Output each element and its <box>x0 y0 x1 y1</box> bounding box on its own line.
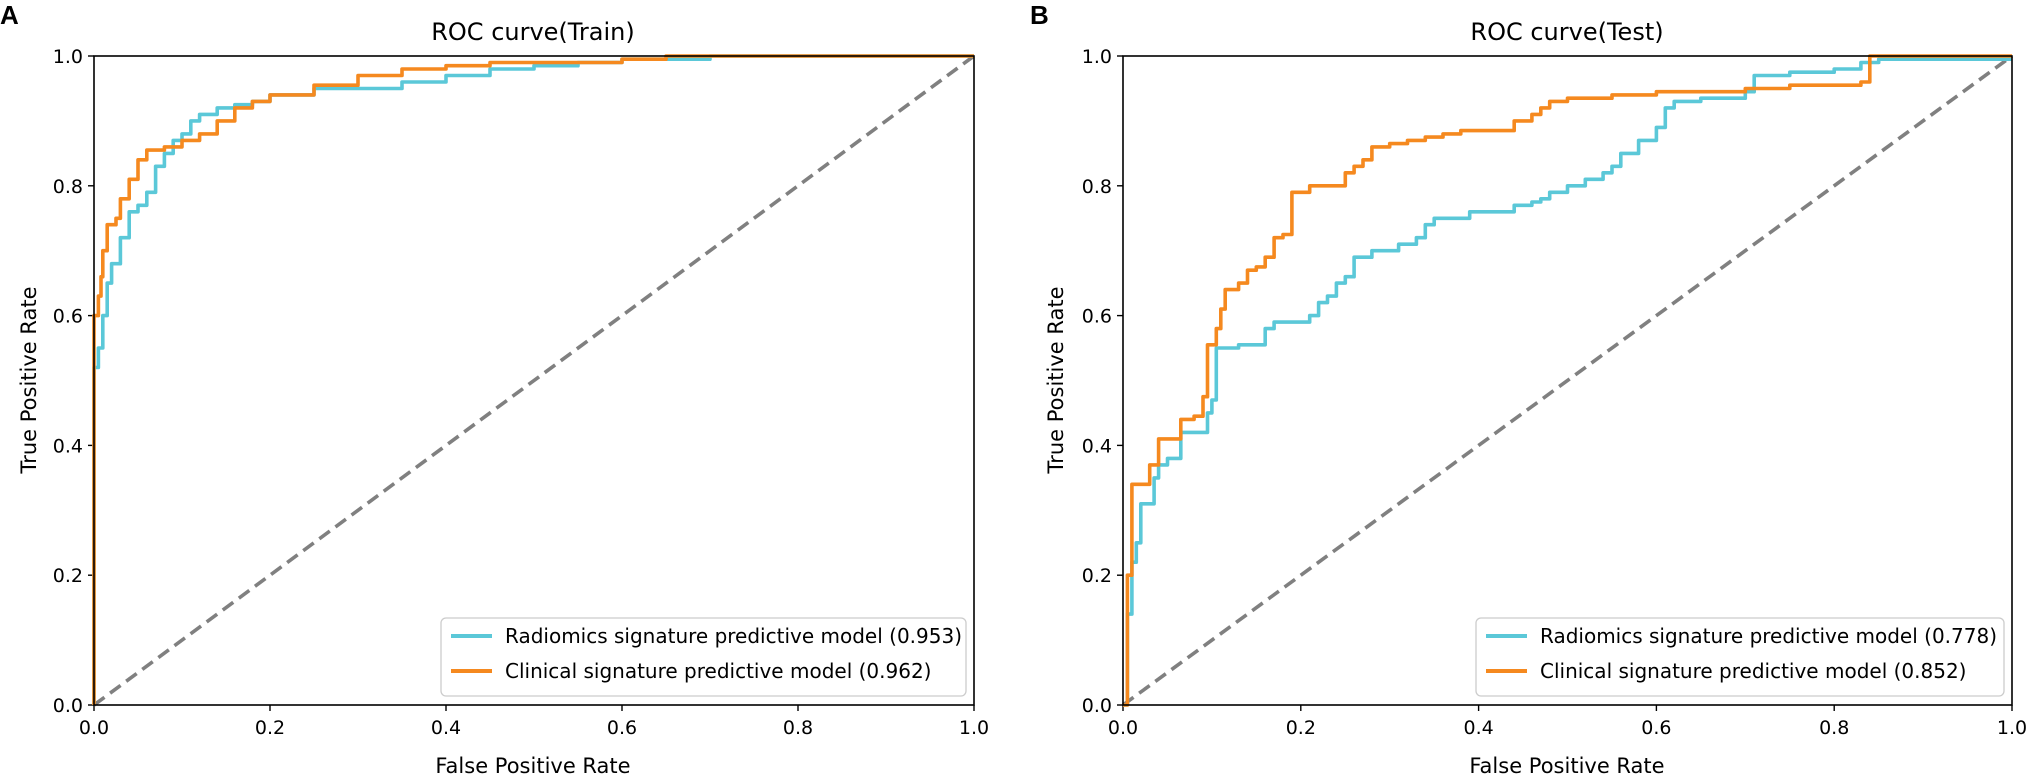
axis-ticks: 0.0 0.2 0.4 0.6 0.8 1.0 0.0 0.2 0.4 0.6 0.8 1.0 <box>53 46 989 739</box>
chance-diagonal-line <box>1121 54 2014 707</box>
series-line-clinical <box>92 54 974 705</box>
y-tick-label: 0.8 <box>1082 176 1112 198</box>
plot-frame <box>1122 55 2013 706</box>
x-tick-label: 0.2 <box>1286 717 1316 739</box>
legend-entry-clinical: Clinical signature predictive model (0.9… <box>505 659 931 683</box>
x-tick-label: 0.6 <box>607 717 637 739</box>
y-axis-label: True Positive Rate <box>1044 286 1068 474</box>
y-tick-label: 0.6 <box>53 306 83 328</box>
plot-frame <box>93 55 975 706</box>
y-tick-label: 1.0 <box>1082 46 1112 68</box>
x-axis-label: False Positive Rate <box>1469 754 1664 775</box>
y-tick-label: 0.2 <box>1082 565 1112 587</box>
x-tick-label: 0.2 <box>255 717 285 739</box>
panel-label: A <box>0 0 19 30</box>
legend: Radiomics signature predictive model (0.… <box>1475 617 2005 697</box>
x-tick-label: 0.0 <box>79 717 109 739</box>
plot-area <box>92 54 976 707</box>
legend-entry-clinical: Clinical signature predictive model (0.8… <box>1540 659 1966 683</box>
legend-entry-radiomics: Radiomics signature predictive model (0.… <box>1540 624 1997 648</box>
series-line-clinical <box>1123 54 2012 707</box>
legend-box <box>440 617 967 697</box>
series-line-radiomics <box>1123 57 2012 707</box>
plot-area <box>1121 54 2014 707</box>
chance-diagonal-line <box>92 54 976 707</box>
x-tick-label: 0.6 <box>1641 717 1671 739</box>
axis-ticks: 0.0 0.2 0.4 0.6 0.8 1.0 0.0 0.2 0.4 0.6 0.8 1.0 <box>1082 46 2027 739</box>
y-tick-label: 0.2 <box>53 565 83 587</box>
y-axis-label: True Positive Rate <box>17 286 41 474</box>
legend: Radiomics signature predictive model (0.… <box>440 617 967 697</box>
panel-b: B ROC curve(Test) False Positive Rate Tr… <box>1030 0 2027 778</box>
panel-a: A ROC curve(Train) False Positive Rate T… <box>0 0 989 778</box>
y-tick-label: 0.4 <box>53 435 83 457</box>
x-tick-label: 0.8 <box>783 717 813 739</box>
y-tick-label: 0.4 <box>1082 435 1112 457</box>
chart-title: ROC curve(Train) <box>431 18 635 46</box>
x-tick-label: 0.0 <box>1108 717 1138 739</box>
chart-title: ROC curve(Test) <box>1470 18 1663 46</box>
y-tick-label: 0.8 <box>53 176 83 198</box>
series-line-radiomics <box>92 54 974 705</box>
x-tick-label: 1.0 <box>1997 717 2027 739</box>
x-tick-label: 0.8 <box>1819 717 1849 739</box>
y-tick-label: 1.0 <box>53 46 83 68</box>
legend-entry-radiomics: Radiomics signature predictive model (0.… <box>505 624 962 648</box>
x-tick-label: 0.4 <box>431 717 461 739</box>
y-tick-label: 0.0 <box>1082 695 1112 717</box>
y-tick-label: 0.6 <box>1082 306 1112 328</box>
x-tick-label: 1.0 <box>959 717 989 739</box>
y-tick-label: 0.0 <box>53 695 83 717</box>
x-tick-label: 0.4 <box>1463 717 1493 739</box>
x-axis-label: False Positive Rate <box>435 754 630 775</box>
legend-box <box>1475 617 2005 697</box>
panel-label: B <box>1030 0 1049 30</box>
